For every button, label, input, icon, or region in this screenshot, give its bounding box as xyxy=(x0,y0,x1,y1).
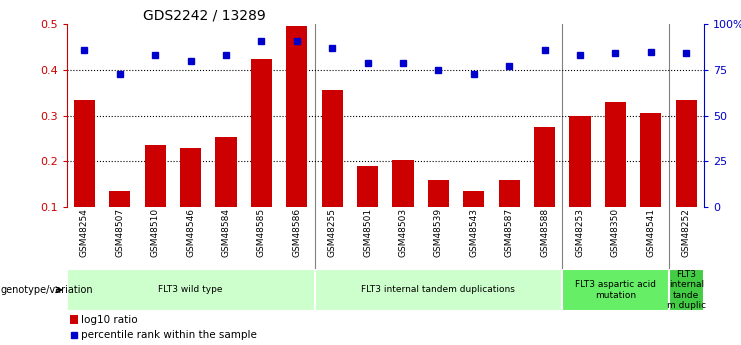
Text: GSM48501: GSM48501 xyxy=(363,208,372,257)
Bar xyxy=(180,148,202,207)
Text: GSM48586: GSM48586 xyxy=(292,208,302,257)
Text: FLT3 internal tandem duplications: FLT3 internal tandem duplications xyxy=(362,285,515,294)
Bar xyxy=(534,127,555,207)
Bar xyxy=(74,100,95,207)
Text: GSM48253: GSM48253 xyxy=(576,208,585,257)
Text: GDS2242 / 13289: GDS2242 / 13289 xyxy=(143,9,266,23)
Text: GSM48503: GSM48503 xyxy=(399,208,408,257)
Text: GSM48510: GSM48510 xyxy=(150,208,160,257)
Bar xyxy=(676,100,697,207)
Bar xyxy=(569,116,591,207)
Bar xyxy=(428,179,449,207)
Bar xyxy=(357,166,378,207)
Bar xyxy=(640,113,662,207)
Text: GSM48585: GSM48585 xyxy=(257,208,266,257)
Bar xyxy=(562,269,668,310)
Bar xyxy=(314,269,562,310)
Bar xyxy=(463,191,485,207)
Text: log10 ratio: log10 ratio xyxy=(81,315,138,325)
Text: GSM48539: GSM48539 xyxy=(434,208,443,257)
Bar xyxy=(393,160,413,207)
Text: genotype/variation: genotype/variation xyxy=(1,285,93,295)
Text: GSM48252: GSM48252 xyxy=(682,208,691,257)
Text: GSM48543: GSM48543 xyxy=(469,208,479,257)
Bar xyxy=(216,137,236,207)
Bar xyxy=(70,315,78,324)
Text: FLT3
internal
tande
m duplic: FLT3 internal tande m duplic xyxy=(667,270,706,310)
Text: GSM48546: GSM48546 xyxy=(186,208,195,257)
Text: GSM48587: GSM48587 xyxy=(505,208,514,257)
Bar xyxy=(605,102,626,207)
Bar xyxy=(322,90,343,207)
Bar xyxy=(499,180,520,207)
Bar xyxy=(250,59,272,207)
Bar xyxy=(286,27,308,207)
Text: GSM48541: GSM48541 xyxy=(646,208,655,257)
Bar xyxy=(668,269,704,310)
Bar xyxy=(144,145,166,207)
Text: FLT3 aspartic acid
mutation: FLT3 aspartic acid mutation xyxy=(575,280,656,299)
Text: FLT3 wild type: FLT3 wild type xyxy=(159,285,223,294)
Text: percentile rank within the sample: percentile rank within the sample xyxy=(81,331,257,340)
Bar xyxy=(109,191,130,207)
Text: GSM48350: GSM48350 xyxy=(611,208,620,257)
Bar xyxy=(67,269,314,310)
Text: GSM48584: GSM48584 xyxy=(222,208,230,257)
Text: GSM48254: GSM48254 xyxy=(80,208,89,257)
Text: GSM48507: GSM48507 xyxy=(116,208,124,257)
Text: GSM48255: GSM48255 xyxy=(328,208,336,257)
Text: GSM48588: GSM48588 xyxy=(540,208,549,257)
